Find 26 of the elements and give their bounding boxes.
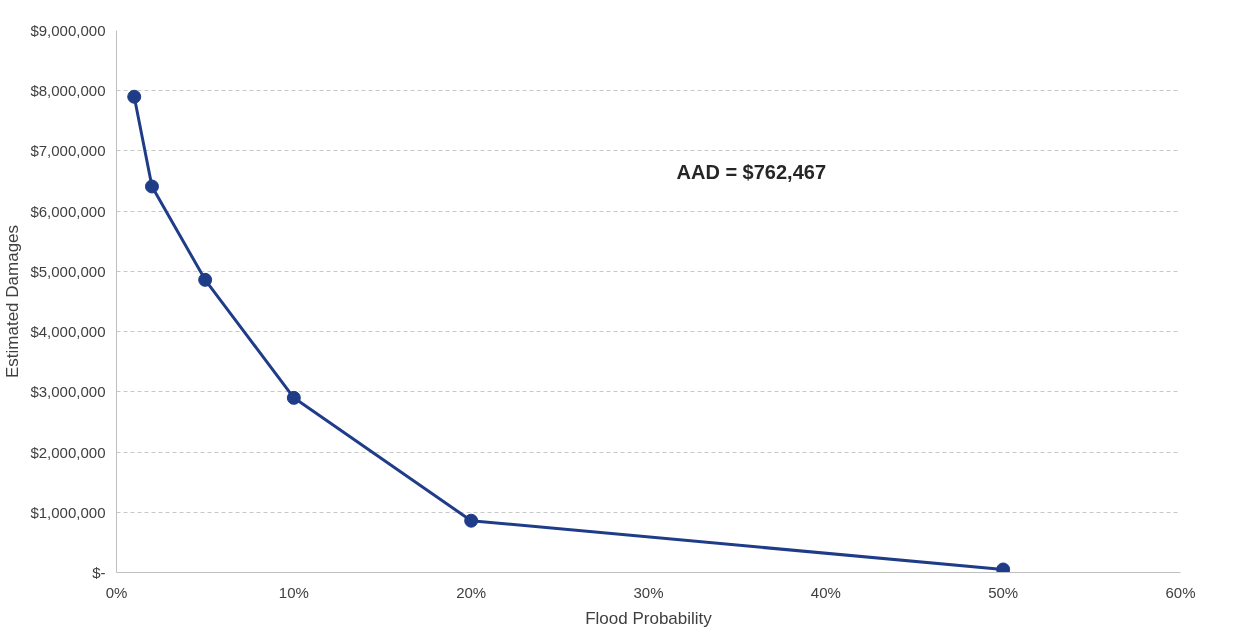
y-tick-label: $4,000,000 [30, 323, 106, 341]
point [198, 272, 213, 287]
x-tick-label: 0% [105, 583, 128, 601]
y-tick-label: $8,000,000 [30, 82, 106, 100]
point [286, 390, 301, 405]
y-tick-label: $9,000,000 [30, 22, 106, 39]
y-tick-label: $7,000,000 [30, 142, 106, 160]
point [127, 89, 142, 104]
x-tick-label: 50% [988, 583, 1019, 601]
y-tick-label: $- [92, 564, 106, 581]
point [996, 562, 1011, 573]
y-tick-label: $2,000,000 [30, 443, 106, 461]
x-tick-label: 60% [1165, 583, 1196, 601]
x-tick-label: 30% [633, 583, 664, 601]
x-axis-title: Flood Probability [585, 608, 713, 628]
y-axis-title: Estimated Damages [3, 224, 23, 379]
point [144, 179, 159, 194]
x-tick-label: 20% [456, 583, 487, 601]
x-tick-label: 40% [810, 583, 841, 601]
x-tick-label: 10% [278, 583, 309, 601]
point [464, 513, 479, 528]
y-tick-label: $1,000,000 [30, 503, 106, 521]
y-tick-label: $6,000,000 [30, 202, 106, 220]
annotation: AAD = $762,467 [676, 160, 827, 183]
y-tick-label: $5,000,000 [30, 262, 106, 280]
y-tick-label: $3,000,000 [30, 383, 106, 401]
